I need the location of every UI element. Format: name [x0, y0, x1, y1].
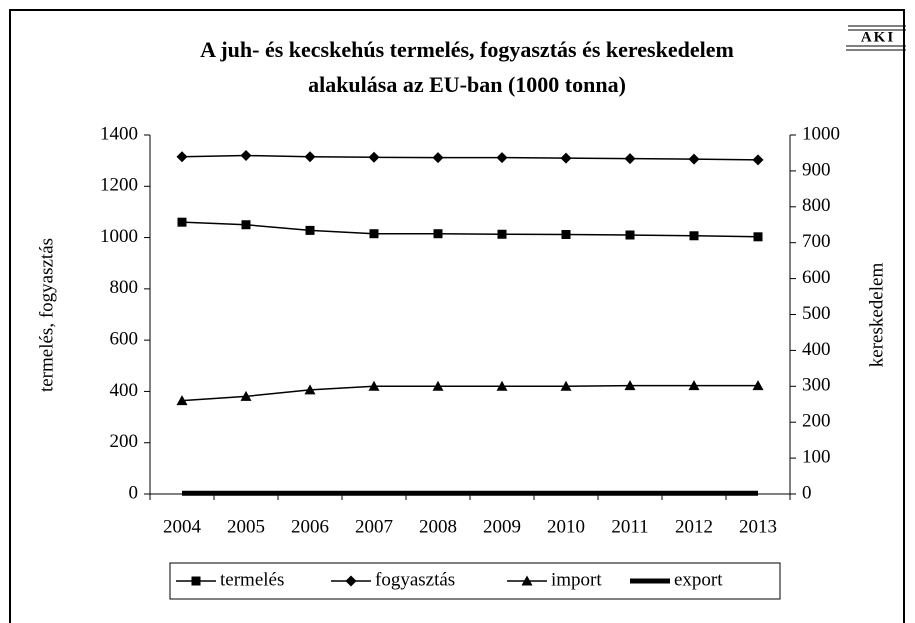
marker [304, 384, 316, 395]
marker [176, 151, 188, 163]
series-line [181, 221, 759, 238]
chart-title: A juh- és kecskehús termelés, fogyasztás… [200, 37, 734, 62]
y-tick-label: 0 [129, 482, 139, 503]
x-tick-label: 2011 [611, 516, 648, 537]
x-tick-label: 2010 [547, 516, 585, 537]
y2-axis-label: kereskedelem [866, 263, 887, 368]
legend-label: import [551, 569, 602, 590]
marker [304, 151, 316, 163]
marker [497, 229, 507, 239]
logo-text: AKI [861, 29, 895, 45]
marker [433, 229, 443, 239]
marker [624, 153, 636, 165]
legend-label: fogyasztás [375, 569, 455, 590]
y-tick-label: 800 [110, 277, 139, 298]
y2-tick-label: 500 [802, 303, 831, 324]
marker [240, 390, 252, 401]
marker [240, 150, 252, 162]
marker [432, 380, 444, 391]
y2-tick-label: 200 [802, 411, 831, 432]
x-tick-label: 2005 [227, 516, 265, 537]
series-line [181, 384, 758, 402]
chart-title: alakulása az EU-ban (1000 tonna) [308, 72, 626, 97]
marker [689, 231, 699, 241]
y-tick-label: 400 [110, 380, 139, 401]
y-tick-label: 1000 [100, 226, 138, 247]
series-line [181, 154, 759, 161]
marker [752, 380, 764, 391]
x-tick-label: 2007 [355, 516, 393, 537]
y-tick-label: 1200 [100, 175, 138, 196]
y2-tick-label: 100 [802, 446, 831, 467]
legend-box [169, 562, 781, 600]
marker [191, 576, 201, 586]
chart-border [9, 9, 905, 623]
marker [560, 380, 572, 391]
marker [345, 575, 357, 587]
x-tick-label: 2004 [163, 516, 202, 537]
x-tick-label: 2013 [739, 516, 777, 537]
marker [305, 225, 315, 235]
y-axis-label: termelés, fogyasztás [36, 238, 57, 392]
marker [432, 152, 444, 164]
marker [752, 154, 764, 166]
y-tick-label: 200 [110, 431, 139, 452]
marker [561, 229, 571, 239]
marker [241, 220, 251, 230]
x-tick-label: 2006 [291, 516, 329, 537]
x-tick-label: 2009 [483, 516, 521, 537]
marker [753, 232, 763, 242]
marker [625, 230, 635, 240]
marker [496, 380, 508, 391]
y2-tick-label: 0 [802, 482, 812, 503]
marker [368, 151, 380, 163]
marker [176, 395, 188, 406]
marker [177, 217, 187, 227]
y2-tick-label: 600 [802, 267, 831, 288]
marker [624, 380, 636, 391]
legend-label: export [674, 569, 723, 590]
x-tick-label: 2008 [419, 516, 457, 537]
y2-tick-label: 900 [802, 159, 831, 180]
marker [688, 153, 700, 165]
y2-tick-label: 400 [802, 339, 831, 360]
marker [369, 229, 379, 239]
y2-tick-label: 1000 [802, 123, 840, 144]
marker [521, 575, 533, 586]
y-tick-label: 1400 [100, 123, 138, 144]
marker [688, 380, 700, 391]
marker [560, 152, 572, 164]
y2-tick-label: 300 [802, 375, 831, 396]
y2-tick-label: 700 [802, 231, 831, 252]
logo: AKI [846, 25, 906, 51]
marker [368, 380, 380, 391]
y2-tick-label: 800 [802, 195, 831, 216]
x-tick-label: 2012 [675, 516, 713, 537]
marker [496, 152, 508, 164]
y-tick-label: 600 [110, 329, 139, 350]
legend-label: termelés [220, 569, 284, 590]
